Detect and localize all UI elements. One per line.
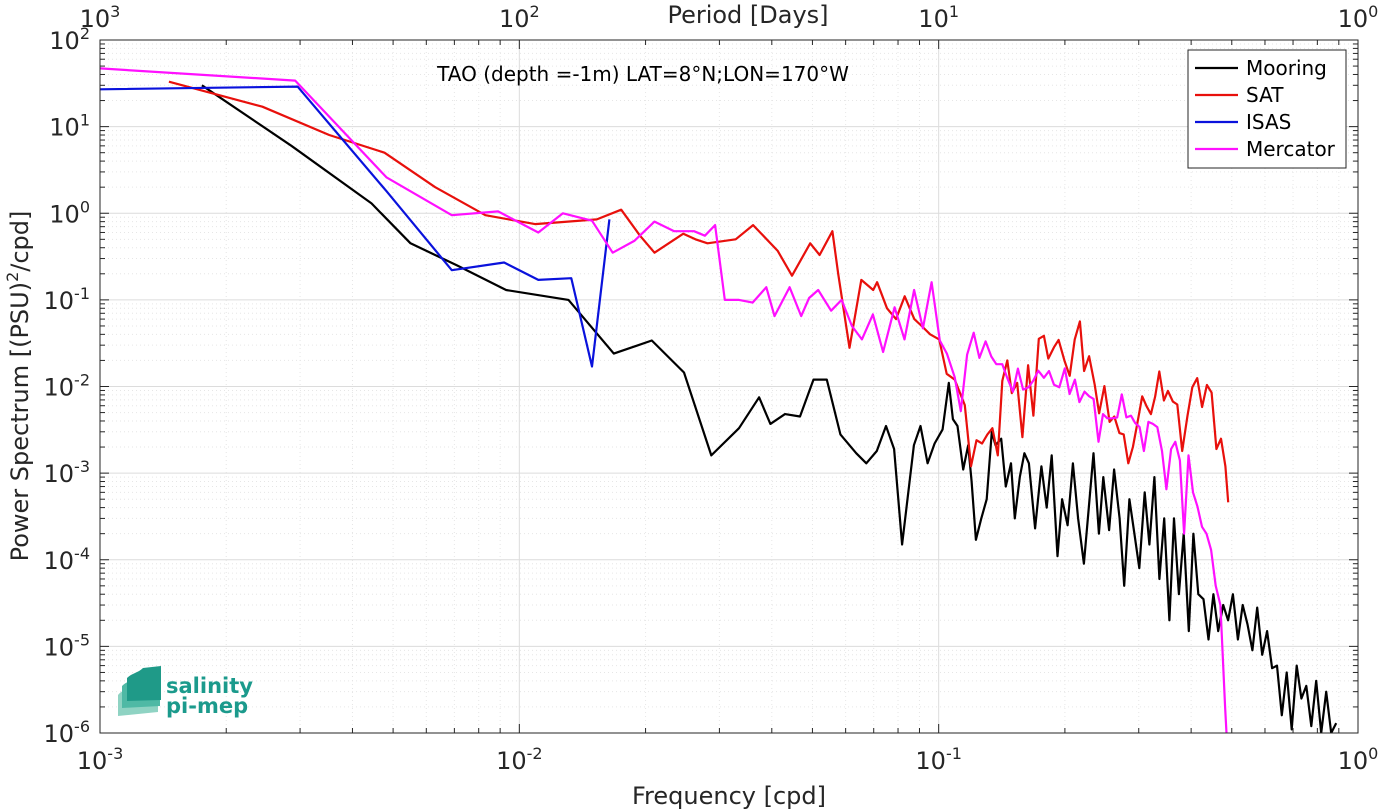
top-tick-label: 103: [80, 2, 121, 33]
series-line-mooring: [201, 84, 1338, 733]
logo-line1: salinity: [166, 674, 253, 698]
x-tick-label: 10-3: [77, 744, 124, 775]
legend: Mooring SAT ISAS Mercator: [1187, 49, 1347, 169]
y-tick-exp: 0: [80, 197, 90, 216]
top-tick-base: 10: [1338, 5, 1369, 33]
y-tick-label: 10-4: [44, 544, 91, 575]
y-tick-base: 10: [44, 374, 75, 402]
salinity-pi-mep-logo: salinity pi-mep: [118, 666, 253, 718]
x-tick-base: 10: [77, 747, 108, 775]
legend-label-isas: ISAS: [1246, 110, 1291, 134]
x-tick-exp: -3: [107, 744, 123, 763]
y-tick-base: 10: [44, 460, 75, 488]
y-axis-label-sup: 2: [3, 272, 22, 282]
top-tick-exp: 0: [1368, 2, 1378, 21]
x-tick-exp: -1: [946, 744, 962, 763]
y-tick-exp: -3: [74, 457, 90, 476]
y-tick-exp: -5: [74, 630, 90, 649]
top-axis-label: Period [Days]: [667, 1, 828, 29]
y-tick-label: 102: [49, 24, 90, 55]
series-line-sat: [168, 80, 1230, 503]
top-tick-exp: 1: [949, 2, 959, 21]
y-axis-label-main: Power Spectrum [(PSU): [6, 282, 34, 561]
top-tick-exp: 2: [530, 2, 540, 21]
y-tick-base: 10: [49, 27, 80, 55]
y-tick-exp: -1: [74, 284, 90, 303]
legend-label-sat: SAT: [1246, 83, 1284, 107]
logo-line2: pi-mep: [166, 694, 248, 718]
series-layer: [100, 67, 1338, 733]
minor-grid: [100, 40, 1358, 733]
x-tick-label: 10-1: [915, 744, 962, 775]
logo-wave-icon: [118, 666, 161, 716]
x-axis-label: Frequency [cpd]: [632, 782, 826, 809]
y-tick-exp: 1: [80, 111, 90, 130]
top-tick-label: 101: [918, 2, 959, 33]
chart-title: TAO (depth =-1m) LAT=8°N;LON=170°W: [436, 62, 849, 86]
y-tick-base: 10: [49, 200, 80, 228]
legend-label-mercator: Mercator: [1246, 137, 1336, 161]
x-tick-label: 10-2: [496, 744, 543, 775]
y-tick-label: 100: [49, 197, 90, 228]
top-tick-exp: 3: [110, 2, 120, 21]
top-tick-label: 100: [1338, 2, 1379, 33]
y-tick-label: 10-1: [44, 284, 91, 315]
x-tick-exp: -2: [527, 744, 543, 763]
series-line-mercator: [100, 67, 1228, 733]
x-tick-base: 10: [915, 747, 946, 775]
y-tick-exp: -2: [74, 371, 90, 390]
y-tick-exp: -6: [74, 717, 90, 736]
y-tick-label: 10-5: [44, 630, 91, 661]
y-tick-base: 10: [44, 287, 75, 315]
top-tick-base: 10: [499, 5, 530, 33]
legend-label-mooring: Mooring: [1246, 56, 1327, 80]
y-axis-label-tail: /cpd]: [6, 211, 34, 272]
y-tick-base: 10: [44, 633, 75, 661]
series-line-isas: [100, 85, 611, 368]
y-tick-label: 10-3: [44, 457, 91, 488]
x-tick-base: 10: [1338, 747, 1369, 775]
y-tick-base: 10: [44, 720, 75, 748]
axis-ticks: [99, 39, 1359, 734]
y-tick-label: 10-6: [44, 717, 91, 748]
y-tick-label: 101: [49, 111, 90, 142]
x-tick-label: 100: [1338, 744, 1379, 775]
y-tick-base: 10: [44, 547, 75, 575]
top-tick-base: 10: [918, 5, 949, 33]
top-tick-base: 10: [80, 5, 111, 33]
x-tick-base: 10: [496, 747, 527, 775]
y-tick-label: 10-2: [44, 371, 91, 402]
y-tick-base: 10: [49, 114, 80, 142]
y-tick-exp: 2: [80, 24, 90, 43]
y-tick-exp: -4: [74, 544, 90, 563]
top-tick-label: 102: [499, 2, 540, 33]
x-tick-exp: 0: [1368, 744, 1378, 763]
y-axis-label: Power Spectrum [(PSU)2/cpd]: [3, 211, 34, 562]
